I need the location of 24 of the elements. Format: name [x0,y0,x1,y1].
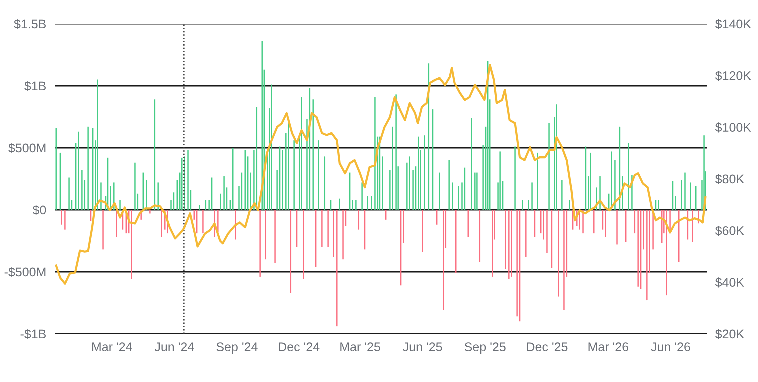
y2-tick-label: $140K [715,19,752,30]
x-tick-label: Jun '24 [154,342,194,352]
y-tick-label: $500M [8,143,46,154]
y-tick-label: -$1B [20,329,46,340]
x-tick-label: Jun '26 [651,342,690,352]
y2-tick-label: $60K [715,226,744,236]
x-tick-label: Jun '25 [403,342,442,352]
x-tick-label: Sep '24 [216,342,258,354]
y2-tick-label: $40K [715,278,744,288]
y-tick-label: $1B [24,81,46,92]
y-tick-label: $1.5B [14,19,46,30]
y-tick-label: $0 [32,205,46,216]
line-series [55,64,707,285]
x-tick-label: Mar '24 [92,342,132,352]
y-tick-label: -$500M [4,267,46,278]
y2-tick-label: $80K [715,174,744,184]
y2-tick-label: $120K [715,70,752,82]
x-tick-label: Mar '25 [340,342,380,352]
y2-tick-label: $20K [715,329,744,340]
x-tick-label: Dec '24 [279,342,320,352]
x-tick-label: Mar '26 [588,342,629,352]
y2-tick-label: $100K [715,122,752,133]
x-tick-label: Sep '25 [464,342,506,354]
x-tick-label: Dec '25 [527,342,568,352]
